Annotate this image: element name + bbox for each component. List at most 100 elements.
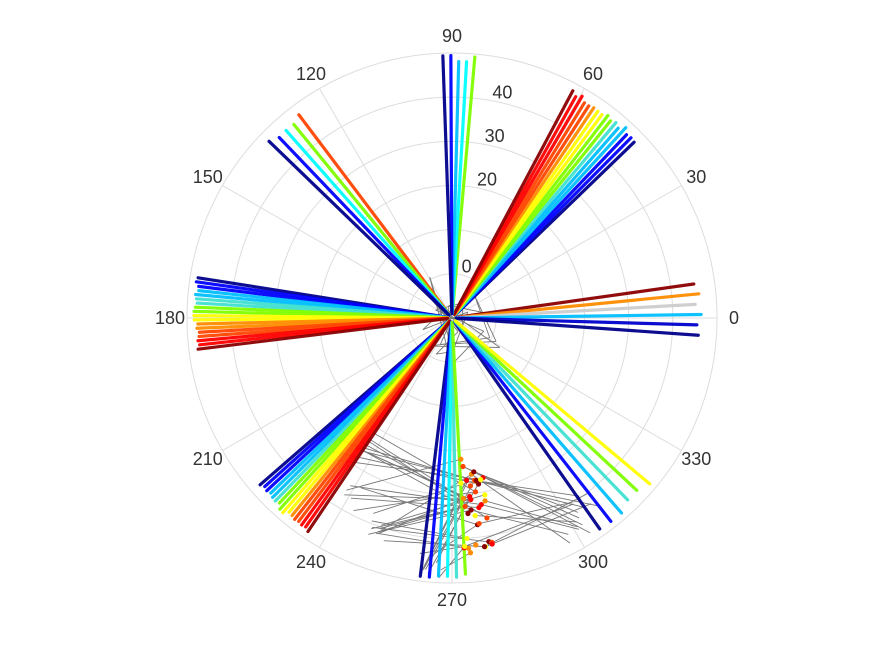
ray-series (454, 302, 697, 320)
theta-tick-label: 270 (437, 590, 467, 610)
ray-series (284, 128, 451, 317)
cluster-point (473, 542, 479, 548)
connector-line (473, 471, 591, 534)
ray-series (418, 320, 454, 578)
cluster-point (473, 478, 479, 484)
connector-line (373, 479, 475, 514)
ray-series (452, 320, 602, 531)
data-rays (192, 53, 703, 579)
ray-series (454, 292, 701, 320)
ray-series (454, 312, 703, 320)
connector-line (464, 503, 574, 547)
theta-tick-label: 90 (442, 26, 462, 46)
ray-series (453, 319, 639, 492)
ray-series (453, 319, 652, 486)
theta-tick-label: 180 (155, 308, 185, 328)
theta-tick-label: 330 (681, 449, 711, 469)
tick-labels: 0 30 60 90 120 150 180 210 240 270 300 330 0 20 30 40 (155, 26, 739, 610)
grid-spoke (319, 88, 453, 319)
ray-series (297, 113, 451, 317)
ray-series (306, 320, 452, 534)
cluster-point (467, 493, 473, 500)
cluster-point (482, 498, 488, 504)
ray-series (450, 320, 459, 579)
grid-spoke (222, 317, 453, 451)
ray-series (292, 122, 451, 317)
r-tick-label: 0 (462, 257, 472, 277)
connector-line (371, 520, 468, 539)
cluster-point (458, 480, 464, 486)
grid-spoke (451, 317, 585, 548)
connector-line (485, 503, 592, 548)
ray-series (453, 319, 624, 515)
ray-series (196, 316, 450, 351)
cluster-point (467, 550, 474, 556)
grid-spoke (451, 185, 682, 319)
r-tick-label: 20 (477, 170, 497, 190)
ray-series (453, 319, 630, 502)
ray-series (450, 320, 468, 576)
cluster-point (476, 520, 482, 527)
connector-line (475, 515, 578, 523)
connector-line (346, 458, 462, 491)
r-tick-label: 30 (485, 126, 505, 146)
theta-tick-label: 0 (729, 308, 739, 328)
ray-series (277, 135, 451, 317)
cluster-point (460, 463, 466, 470)
r-tick-label: 40 (492, 83, 512, 103)
cluster-point (482, 492, 488, 498)
cluster-point (481, 544, 488, 550)
connector-line (470, 509, 569, 535)
connector-line (484, 500, 578, 528)
connector-line (422, 311, 468, 331)
theta-tick-label: 300 (578, 552, 608, 572)
trajectory-connectors (328, 277, 598, 579)
ray-series (454, 316, 700, 337)
cluster-point (472, 513, 478, 519)
connector-line (429, 337, 490, 347)
connector-line (481, 504, 580, 530)
connector-line (350, 497, 479, 509)
ray-series (436, 320, 454, 578)
grid-spoke (222, 185, 453, 319)
cluster-point (468, 507, 474, 513)
theta-tick-label: 30 (686, 167, 706, 187)
cluster-point (471, 469, 477, 475)
cluster-point (462, 543, 468, 550)
cluster-point (484, 515, 490, 521)
connector-line (429, 277, 449, 351)
connector-line (479, 501, 573, 525)
ray-series (452, 89, 575, 316)
theta-tick-label: 210 (193, 449, 223, 469)
connector-line (360, 487, 478, 526)
cluster-point (478, 501, 484, 508)
cluster-point (464, 535, 470, 542)
cluster-point (478, 477, 484, 483)
cluster-point (462, 503, 468, 510)
connector-line (345, 442, 475, 481)
theta-tick-label: 150 (193, 167, 223, 187)
connector-line (350, 485, 482, 506)
ray-series (454, 316, 699, 327)
theta-tick-label: 60 (583, 64, 603, 84)
cluster-point (467, 483, 473, 489)
ray-series (427, 320, 454, 579)
ray-series (441, 54, 454, 316)
grid-spoke (451, 317, 682, 451)
cluster-point (489, 541, 495, 547)
ray-series (445, 320, 454, 578)
theta-tick-label: 240 (296, 552, 326, 572)
cluster-point (460, 495, 467, 502)
connector-line (425, 480, 475, 570)
connector-line (471, 473, 571, 544)
cluster-point (472, 489, 479, 495)
connector-line (337, 459, 481, 481)
connector-line (375, 532, 469, 549)
cluster-point (465, 510, 471, 517)
grid-spoke (319, 317, 453, 548)
theta-tick-label: 120 (296, 64, 326, 84)
cluster-point (458, 456, 464, 462)
ray-series (267, 139, 451, 317)
connector-line (377, 505, 466, 533)
